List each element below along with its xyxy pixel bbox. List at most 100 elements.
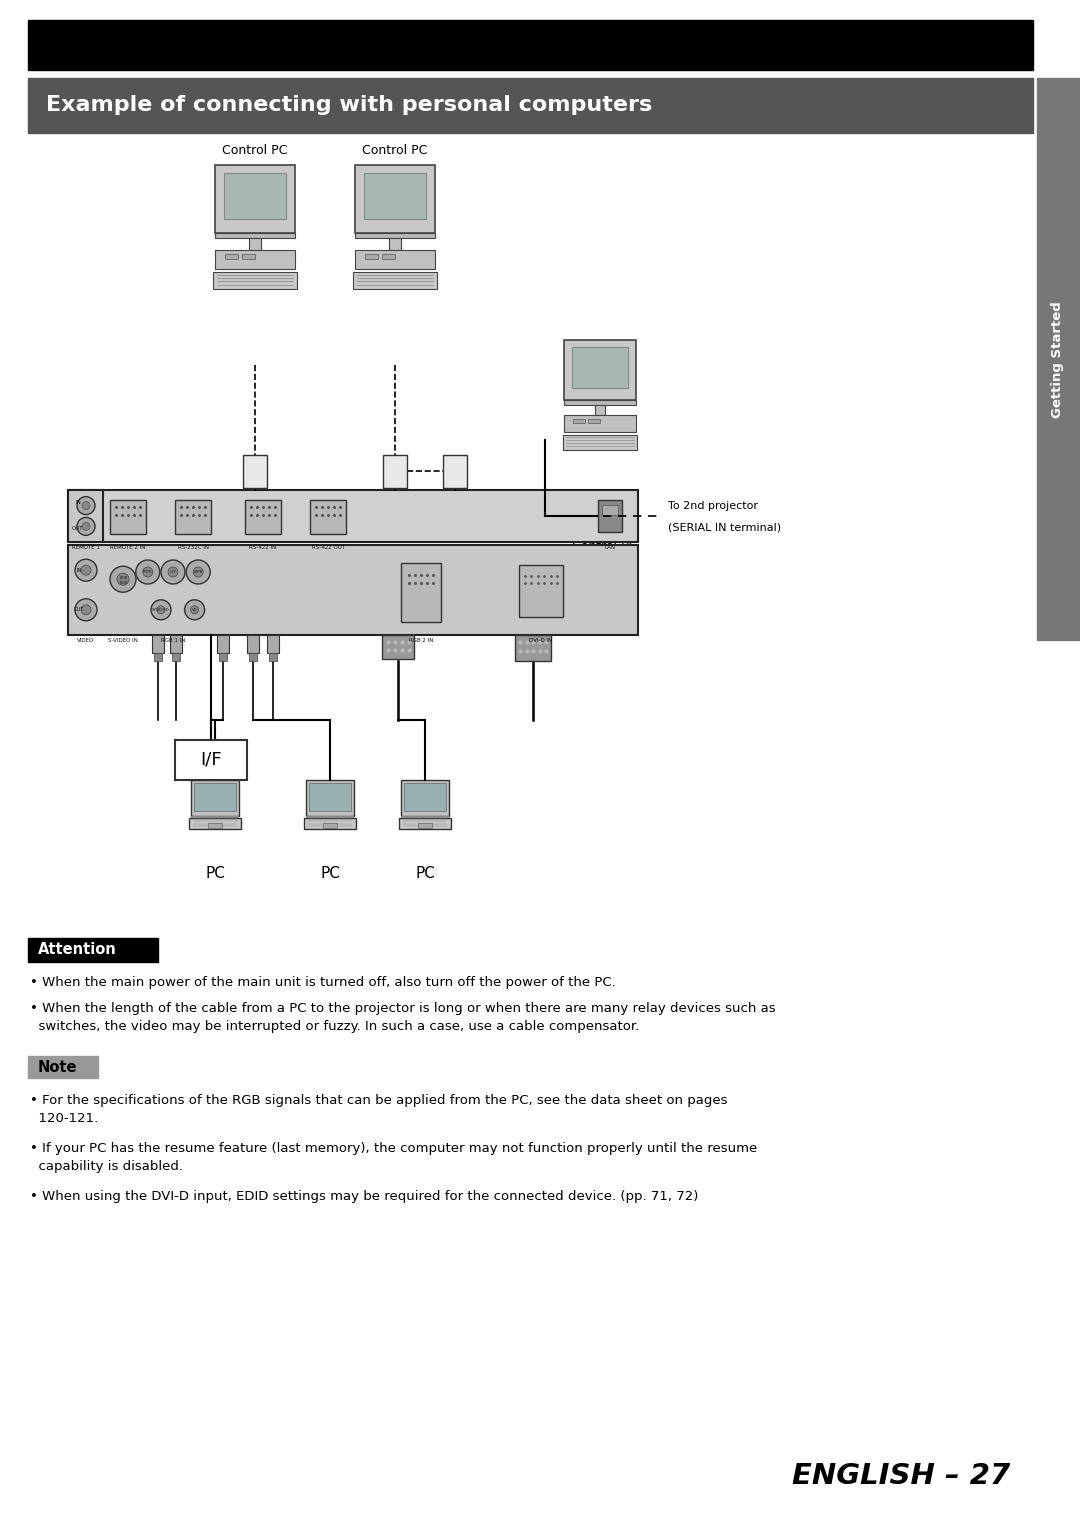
Bar [364,173,427,220]
Text: REMOTE 1: REMOTE 1 [72,545,100,550]
Bar [323,823,337,828]
Bar [401,815,449,818]
Text: • When the length of the cable from a PC to the projector is long or when there : • When the length of the cable from a PC… [30,1002,775,1015]
Text: switches, the video may be interrupted or fuzzy. In such a case, use a cable com: switches, the video may be interrupted o… [30,1020,639,1032]
Text: VD: VD [192,608,198,612]
Bar [217,635,229,654]
Circle shape [168,567,178,577]
Bar [354,250,435,269]
Bar [68,545,638,635]
Bar [245,501,281,534]
Circle shape [77,518,95,536]
Bar [589,418,600,423]
Text: Getting Started: Getting Started [1052,302,1065,418]
Bar [595,405,605,415]
Circle shape [143,567,152,577]
Text: To 2nd projector: To 2nd projector [669,501,758,512]
Bar [565,400,636,405]
Bar [598,501,622,531]
Bar [306,780,354,815]
Text: Control PC: Control PC [222,144,287,157]
Bar [28,78,1032,133]
Text: RS-232C IN: RS-232C IN [177,545,208,550]
Bar [154,654,162,661]
Text: REMOTE 2 IN: REMOTE 2 IN [110,545,146,550]
Bar [418,823,432,828]
Bar [309,783,351,811]
Bar [354,165,435,234]
Bar [383,455,407,489]
Text: • For the specifications of the RGB signals that can be applied from the PC, see: • For the specifications of the RGB sign… [30,1093,728,1107]
Text: RS-422 OUT: RS-422 OUT [311,545,345,550]
Circle shape [117,573,129,585]
Bar [191,815,240,818]
Text: Attention: Attention [38,942,117,957]
Bar [243,455,267,489]
Text: (SERIAL IN terminal): (SERIAL IN terminal) [669,524,781,533]
Circle shape [151,600,171,620]
Bar [194,783,235,811]
Circle shape [190,606,199,614]
Circle shape [81,605,91,615]
Bar [191,780,240,815]
Bar [152,635,164,654]
Circle shape [185,600,204,620]
Bar [175,741,247,780]
Bar [28,20,1032,70]
Bar [170,635,183,654]
Text: R/PR: R/PR [143,570,152,574]
Bar [249,654,257,661]
Bar [563,435,637,449]
Bar [573,418,585,423]
Bar [354,234,435,238]
Text: RGB 1 IN: RGB 1 IN [161,638,185,643]
Bar [249,238,261,250]
Bar [352,272,437,289]
Circle shape [186,560,211,583]
Bar [602,504,618,515]
Bar [208,823,221,828]
Bar [382,255,395,260]
Circle shape [193,567,203,577]
Text: PC: PC [415,866,435,881]
Bar [1037,78,1080,640]
Bar [572,347,627,388]
Text: PC: PC [205,866,225,881]
Bar [213,272,297,289]
Text: • If your PC has the resume feature (last memory), the computer may not function: • If your PC has the resume feature (las… [30,1142,757,1154]
Circle shape [157,606,165,614]
Text: S-VIDEO IN: S-VIDEO IN [108,638,138,643]
Bar [247,635,259,654]
Text: SYNC/HD: SYNC/HD [152,608,170,612]
Text: RGB 2 IN: RGB 2 IN [409,638,433,643]
Circle shape [82,522,90,530]
Bar [382,635,414,660]
Bar [389,238,401,250]
Text: IN: IN [76,501,81,505]
Bar [189,818,241,829]
Text: Example of connecting with personal computers: Example of connecting with personal comp… [46,95,652,115]
Circle shape [75,599,97,621]
Text: DVI-D IN: DVI-D IN [529,638,553,643]
Bar [224,173,286,220]
Bar [565,341,636,400]
Bar [305,818,356,829]
Bar [219,654,227,661]
Circle shape [77,496,95,515]
Text: Control PC: Control PC [362,144,428,157]
Bar [110,501,146,534]
Bar [215,165,295,234]
Bar [225,255,239,260]
Text: LAN: LAN [605,545,616,550]
Bar [310,501,346,534]
Bar [365,255,378,260]
Text: Note: Note [38,1060,78,1075]
Bar [269,654,276,661]
Bar [404,783,446,811]
Bar [242,255,256,260]
Bar [443,455,467,489]
Bar [402,563,442,621]
Bar [565,415,636,432]
Circle shape [82,501,90,510]
Text: 120-121.: 120-121. [30,1112,98,1125]
